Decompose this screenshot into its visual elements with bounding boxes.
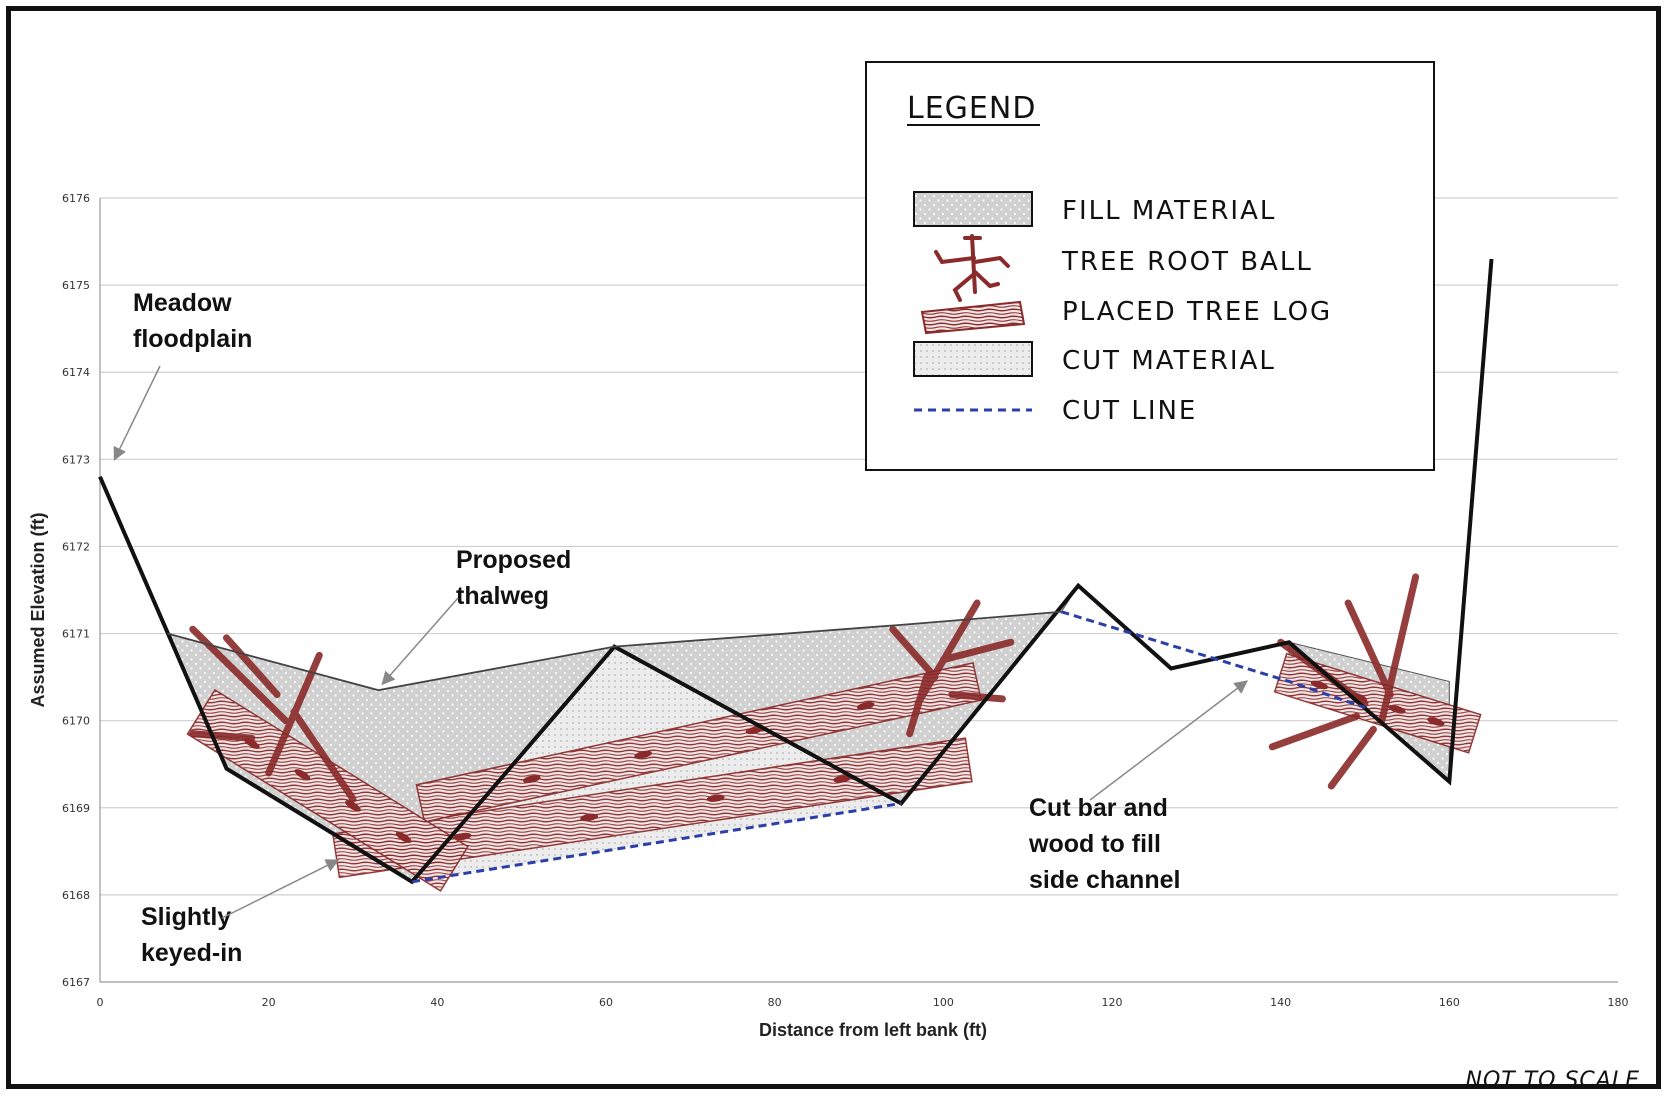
log-knot (1388, 705, 1406, 714)
cut-box-icon (913, 341, 1033, 377)
annotation-label: Meadow floodplain (133, 289, 252, 353)
annotation-line: thalweg (456, 582, 549, 610)
y-tick-label: 6171 (62, 628, 90, 641)
x-axis-label: Distance from left bank (ft) (759, 1020, 987, 1040)
annotation-line: keyed-in (141, 939, 242, 967)
y-tick-label: 6176 (62, 192, 90, 205)
y-tick-label: 6172 (62, 540, 90, 553)
x-tick-label: 20 (262, 996, 276, 1009)
fill-box-icon (913, 191, 1033, 227)
log-knot (522, 775, 541, 783)
root-branch (223, 634, 281, 699)
legend-title: LEGEND (907, 91, 1036, 126)
legend-label-fill: FILL MATERIAL (1062, 196, 1276, 226)
y-tick-label: 6167 (62, 976, 90, 989)
annotation-arrow (113, 365, 161, 461)
y-tick-label: 6170 (62, 715, 90, 728)
annotation-line: Proposed (456, 546, 571, 574)
tree-log (415, 662, 983, 823)
x-tick-label: 140 (1270, 996, 1291, 1009)
x-tick-label: 100 (933, 996, 954, 1009)
x-tick-label: 160 (1439, 996, 1460, 1009)
axis-ticks: 6167 6168 6169 6170 6171 6172 6173 6174 6175 6176… (62, 192, 1629, 1009)
legend: LEGEND FILL MATERIAL TREE ROOT BALL PLAC… (865, 61, 1435, 471)
log-knot (453, 832, 472, 841)
annotations: Meadow floodplain Proposed thalweg Slightly k… (113, 289, 1249, 967)
legend-label-cut-line: CUT LINE (1062, 396, 1197, 426)
tree-log (331, 737, 973, 879)
y-tick-label: 6175 (62, 279, 90, 292)
y-tick-label: 6168 (62, 889, 90, 902)
legend-box (865, 61, 1435, 471)
x-tick-label: 180 (1608, 996, 1629, 1009)
y-tick-label: 6173 (62, 453, 90, 466)
tree-log (186, 688, 469, 892)
annotation-label: Cut bar and wood to fill side channel (1028, 794, 1180, 894)
annotation-line: Slightly (141, 903, 231, 931)
root-branch (1344, 599, 1394, 699)
root-branch (1378, 573, 1420, 725)
annotation-arrow (1089, 680, 1249, 801)
log-knot (745, 726, 764, 735)
x-tick-label: 80 (768, 996, 782, 1009)
x-tick-label: 120 (1102, 996, 1123, 1009)
proposed-thalweg-line (167, 610, 1062, 692)
root-branch (189, 730, 256, 742)
log-knot (706, 794, 725, 802)
tree-root-ball-icon (934, 234, 1010, 302)
annotation-label: Proposed thalweg (456, 546, 571, 610)
annotation-label: Slightly keyed-in (141, 903, 242, 967)
annotation-line: side channel (1029, 866, 1180, 894)
annotation-line: Meadow (133, 289, 232, 317)
log-knot (294, 769, 311, 781)
annotation-line: Cut bar and (1029, 794, 1168, 822)
y-tick-label: 6174 (62, 366, 90, 379)
x-tick-label: 0 (97, 996, 104, 1009)
root-branch (290, 708, 357, 803)
y-axis-label: Assumed Elevation (ft) (28, 512, 48, 707)
log-knot (395, 831, 412, 843)
root-branch (1327, 725, 1377, 790)
annotation-line: wood to fill (1028, 830, 1161, 858)
annotation-arrow (221, 859, 340, 919)
log-knot (833, 775, 852, 783)
placed-wood (186, 573, 1482, 892)
root-branch (948, 691, 1006, 703)
x-tick-label: 60 (599, 996, 613, 1009)
cut-line-line (411, 801, 902, 884)
annotation-arrow (381, 597, 459, 686)
x-tick-label: 40 (430, 996, 444, 1009)
root-branch (939, 638, 1015, 664)
tree-log-icon (920, 300, 1026, 335)
cut-line-line (1060, 610, 1366, 710)
root-branch (1268, 712, 1361, 751)
log-knot (345, 800, 361, 812)
log-knot (580, 813, 599, 822)
log-knot (1310, 680, 1329, 690)
root-branch (889, 625, 939, 681)
root-branch (906, 673, 930, 738)
log-knot (856, 701, 875, 710)
log-knot (634, 750, 652, 759)
existing-ground-line (98, 258, 1494, 885)
legend-label-cut: CUT MATERIAL (1062, 346, 1276, 376)
not-to-scale-note: NOT TO SCALE (1466, 1068, 1641, 1093)
y-tick-label: 6169 (62, 802, 90, 815)
series-lines (98, 258, 1494, 885)
legend-label-root-ball: TREE ROOT BALL (1061, 247, 1313, 277)
annotation-line: floodplain (133, 325, 252, 353)
legend-label-tree-log: PLACED TREE LOG (1062, 297, 1332, 327)
log-knot (1427, 717, 1445, 726)
